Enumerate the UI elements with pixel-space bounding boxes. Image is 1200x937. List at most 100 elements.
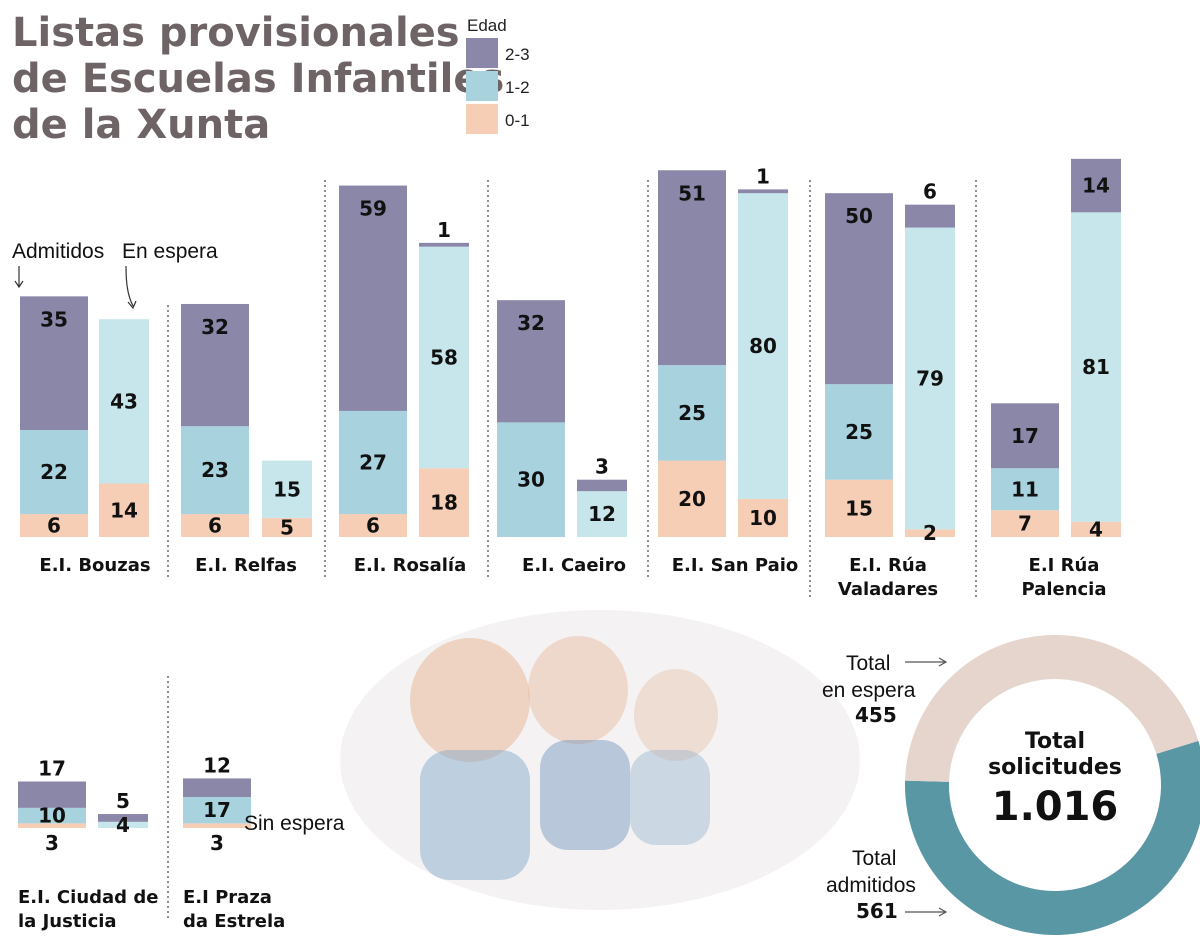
total-admitidos-label: admitidos xyxy=(826,874,916,897)
school-name: E.I. Caeiro xyxy=(522,555,626,576)
total-admitidos-value: 561 xyxy=(856,899,898,923)
bar-segment xyxy=(183,778,251,797)
bar-segment xyxy=(20,296,88,431)
data-label: 43 xyxy=(110,389,138,413)
data-label: 4 xyxy=(116,813,130,837)
bar-segment xyxy=(497,422,565,537)
data-label: 32 xyxy=(201,315,229,339)
bar-segment xyxy=(905,204,955,228)
total-en-espera-label: Total xyxy=(846,652,890,675)
bar-segment xyxy=(339,410,407,515)
data-label: 10 xyxy=(38,804,66,828)
bar-segment xyxy=(181,514,249,537)
data-label: 5 xyxy=(116,789,130,813)
data-label: 25 xyxy=(678,401,706,425)
arrow-icon xyxy=(905,907,948,917)
data-label: 17 xyxy=(1011,424,1039,448)
legend-label: 1-2 xyxy=(505,78,530,97)
bar-segment xyxy=(18,781,86,808)
data-label: 81 xyxy=(1082,355,1110,379)
child-illustration xyxy=(420,750,530,880)
data-label: 15 xyxy=(273,477,301,501)
bar-segment xyxy=(905,529,955,537)
total-solicitudes-label: Total xyxy=(1025,729,1085,754)
legend-title: Edad xyxy=(467,16,507,35)
bar-segment xyxy=(339,185,407,411)
school-name: E.I. Rúa Valadares xyxy=(838,555,938,600)
data-label: 17 xyxy=(38,757,66,781)
legend-swatch xyxy=(466,71,498,101)
data-label: 2 xyxy=(923,521,937,545)
data-label: 58 xyxy=(430,345,458,369)
data-label: 79 xyxy=(916,366,944,390)
annotation-admitidos: Admitidos xyxy=(12,240,104,263)
data-label: 6 xyxy=(47,514,61,538)
donut-slice-en-espera xyxy=(905,635,1199,782)
total-admitidos-label: Total xyxy=(852,847,896,870)
data-label: 3 xyxy=(595,455,609,479)
bar-segment xyxy=(825,193,893,385)
total-en-espera-label: en espera xyxy=(822,679,916,702)
data-label: 25 xyxy=(845,420,873,444)
bar-segment xyxy=(99,319,149,484)
data-label: 20 xyxy=(678,487,706,511)
bar-segment xyxy=(20,514,88,537)
legend-swatch xyxy=(466,38,498,68)
data-label: 35 xyxy=(40,307,68,331)
bar-segment xyxy=(658,460,726,537)
data-label: 12 xyxy=(588,502,616,526)
bar-segment xyxy=(419,468,469,537)
data-label: 6 xyxy=(923,180,937,204)
bar-segment xyxy=(658,170,726,366)
arrow-icon xyxy=(125,265,137,310)
legend-label: 2-3 xyxy=(505,45,530,64)
bar-segment xyxy=(20,430,88,515)
data-label: 30 xyxy=(517,468,545,492)
data-label: 22 xyxy=(40,460,68,484)
data-label: 14 xyxy=(1082,174,1110,198)
school-name: E.I. San Paio xyxy=(672,555,799,576)
child-illustration xyxy=(528,636,628,744)
data-label: 3 xyxy=(45,831,59,855)
data-label: 15 xyxy=(845,496,873,520)
bar-segment xyxy=(98,814,148,822)
bar-segment xyxy=(497,300,565,423)
data-label: 6 xyxy=(208,514,222,538)
child-illustration xyxy=(540,740,630,850)
data-label: 51 xyxy=(678,181,706,205)
bar-segment xyxy=(1071,158,1121,213)
total-solicitudes-label: solicitudes xyxy=(988,755,1122,780)
bar-segment xyxy=(905,227,955,530)
school-name: E.I Praza da Estrela xyxy=(183,887,285,932)
total-solicitudes-value: 1.016 xyxy=(992,784,1119,830)
data-label: 32 xyxy=(517,311,545,335)
bar-segment xyxy=(738,189,788,194)
bar-segment xyxy=(1071,212,1121,522)
data-label: 14 xyxy=(110,498,138,522)
data-label: 17 xyxy=(203,798,231,822)
data-label: 27 xyxy=(359,451,387,475)
data-label: 10 xyxy=(749,506,777,530)
data-label: 50 xyxy=(845,204,873,228)
arrow-icon xyxy=(905,657,948,667)
bar-segment xyxy=(181,426,249,515)
bar-segment xyxy=(419,246,469,469)
bar-segment xyxy=(991,403,1059,469)
bar-segment xyxy=(419,242,469,247)
arrow-icon xyxy=(14,266,24,289)
data-label: 1 xyxy=(756,164,770,188)
data-label: 59 xyxy=(359,197,387,221)
bar-segment xyxy=(183,797,251,824)
school-name: E.I. Relfas xyxy=(195,555,297,576)
bar-segment xyxy=(825,384,893,480)
annotation-en-espera: En espera xyxy=(122,240,218,263)
bar-segment xyxy=(991,468,1059,511)
legend-swatch xyxy=(466,104,498,134)
bar-segment xyxy=(99,483,149,537)
data-label: 5 xyxy=(280,515,294,539)
bar-segment xyxy=(577,491,627,537)
bar-segment xyxy=(991,510,1059,537)
data-label: 7 xyxy=(1018,512,1032,536)
legend-label: 0-1 xyxy=(505,111,530,130)
